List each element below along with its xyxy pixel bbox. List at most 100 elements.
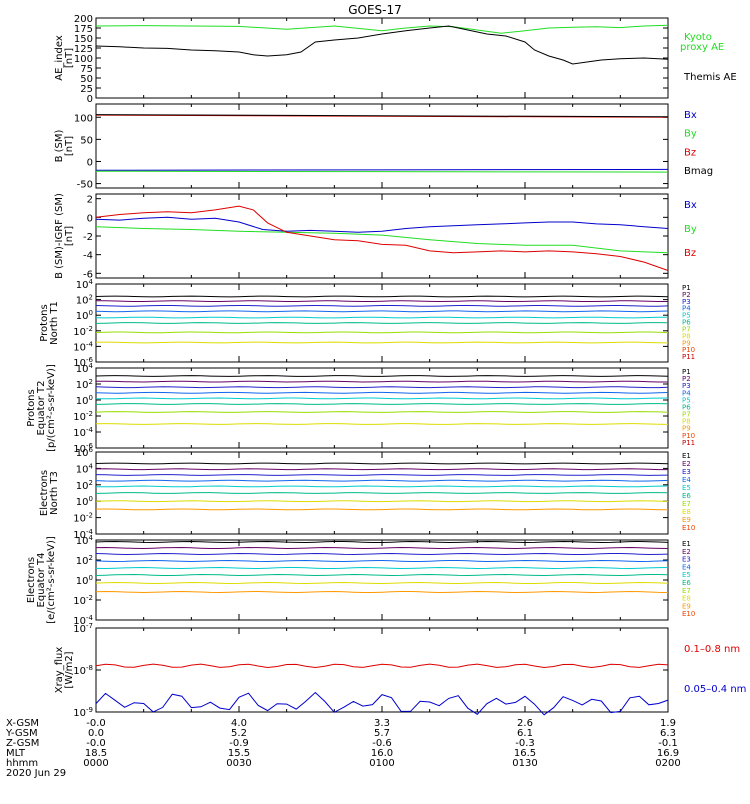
x-axis-row-label: hhmm [6, 758, 38, 769]
legend-e9: E9 [682, 602, 691, 610]
y-tick-label: 104 [76, 278, 94, 291]
y-tick-label: 100 [76, 495, 93, 508]
series-line-bz [95, 205, 669, 271]
legend-p3: P3 [682, 382, 691, 390]
legend-p5: P5 [682, 312, 691, 320]
series-line-p4 [95, 310, 669, 313]
plot-title: GOES-17 [348, 3, 402, 17]
y-tick-label: 100 [74, 54, 93, 65]
series-line-p1 [95, 295, 669, 298]
y-axis-label-line: [nT] [64, 226, 75, 246]
legend-e4: E4 [682, 476, 691, 484]
series-line-e2 [95, 468, 668, 471]
panel-frame [95, 17, 669, 99]
y-tick-label: 102 [76, 378, 93, 391]
y-axis-label-line: Xray_flux [54, 647, 65, 694]
legend-p11: P11 [682, 353, 695, 361]
series-line-e4 [95, 479, 669, 482]
series-line-by [95, 226, 669, 254]
x-axis-value: 0000 [83, 758, 108, 769]
legend-e1: E1 [682, 452, 691, 460]
y-axis-label-line: Electrons [39, 470, 50, 516]
y-tick-label: 2 [87, 195, 93, 206]
legend-e3: E3 [682, 468, 691, 476]
legend-e8: E8 [682, 595, 691, 603]
y-tick-label: 10-9 [73, 706, 93, 719]
y-axis-label-line: Protons [26, 389, 37, 426]
x-axis-value: 0100 [369, 758, 394, 769]
legend-e5: E5 [682, 484, 691, 492]
series-line-p5 [95, 397, 669, 400]
legend-p8: P8 [682, 418, 691, 426]
y-tick-label: 100 [76, 574, 93, 587]
legend-e10: E10 [682, 524, 695, 532]
panel-frame [95, 367, 669, 449]
legend-p9: P9 [682, 425, 691, 433]
y-axis-label-line: AE_index [54, 35, 65, 81]
series-line-p3 [95, 304, 669, 307]
y-tick-label: -50 [77, 180, 93, 191]
series-line-kyoto-proxy-ae [95, 24, 669, 34]
series-line-e7 [95, 500, 669, 503]
y-tick-label: 104 [76, 462, 94, 475]
y-tick-label: 10-6 [73, 442, 93, 455]
series-line-p7 [95, 331, 669, 334]
y-tick-label: 200 [74, 14, 93, 25]
date-label: 2020 Jun 29 [6, 768, 66, 779]
x-axis-value: 16.5 [514, 748, 536, 759]
y-axis-label-line: B (SM) [54, 129, 65, 162]
legend-e10: E10 [682, 610, 695, 618]
series-line-e4 [95, 559, 669, 563]
y-axis-label: Electrons Equator T4 [e/(cm²-s-sr-keV)] [26, 536, 57, 624]
legend-p1: P1 [682, 368, 691, 376]
series-line-by [95, 170, 669, 173]
legend-p4: P4 [682, 389, 691, 397]
y-tick-label: 102 [76, 554, 93, 567]
legend-p10: P10 [682, 432, 695, 440]
y-tick-label: 10-8 [73, 664, 93, 677]
legend-e1: E1 [682, 540, 691, 548]
y-tick-label: 25 [80, 84, 93, 95]
y-axis-label-line: North T3 [49, 471, 60, 515]
x-axis-row-label: X-GSM [6, 718, 39, 729]
legend-by: By [684, 224, 697, 235]
y-axis-label-line: [nT] [64, 136, 75, 156]
legend-bmag: Bmag [684, 166, 713, 177]
series-line-0-1-0-8-nm [95, 663, 669, 669]
y-tick-label: 10-2 [73, 325, 93, 338]
y-axis-label: Xray_flux [W/m2] [54, 647, 75, 694]
series-line-p6 [95, 322, 669, 324]
x-axis-value: 0030 [226, 758, 251, 769]
legend-e8: E8 [682, 508, 691, 516]
y-tick-label: 104 [76, 534, 94, 547]
legend-p9: P9 [682, 339, 691, 347]
y-tick-label: -4 [83, 251, 93, 262]
series-line-p7 [95, 411, 669, 413]
legend-p6: P6 [682, 403, 691, 411]
y-tick-label: 125 [74, 44, 93, 55]
y-tick-label: 10-2 [73, 410, 93, 423]
x-axis-value: 6.1 [517, 728, 533, 739]
y-tick-label: 75 [80, 64, 93, 75]
series-line-p8 [95, 341, 669, 344]
x-axis-value: -0.0 [86, 738, 106, 749]
series-line-p6 [95, 403, 669, 405]
legend-e3: E3 [682, 556, 691, 564]
legend-proxy-ae: proxy AE [680, 42, 724, 53]
y-axis-label-line: [W/m2] [64, 651, 75, 688]
y-axis-label-line: North T1 [49, 301, 60, 345]
series-line-bmag [95, 114, 669, 118]
y-tick-label: 10-7 [73, 622, 93, 635]
legend-e4: E4 [682, 563, 691, 571]
y-tick-label: 104 [76, 362, 94, 375]
legend-p7: P7 [682, 325, 691, 333]
legend-e6: E6 [682, 492, 691, 500]
y-axis-label: B (SM) [nT] [54, 129, 75, 162]
y-tick-label: 10-4 [73, 614, 93, 627]
x-axis-value: -0.1 [658, 738, 678, 749]
series-line-e8 [95, 590, 669, 594]
series-line-p3 [95, 386, 669, 389]
series-line-bx [95, 216, 669, 233]
series-line-e6 [95, 492, 669, 494]
